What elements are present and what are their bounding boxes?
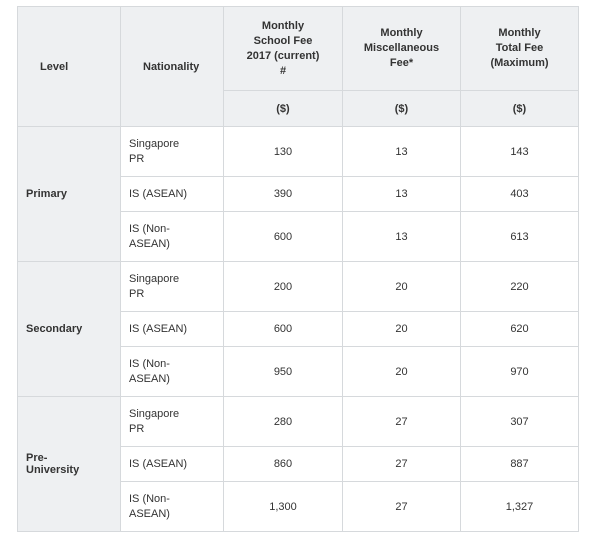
nationality-line: PR — [129, 422, 145, 435]
nationality-line: IS (Non- — [129, 492, 170, 505]
school-fee-cell: 280 — [223, 396, 343, 447]
total-fee-cell: 620 — [460, 311, 579, 347]
header-misc-fee-line: Miscellaneous — [363, 42, 440, 54]
school-fee-cell: 950 — [223, 346, 343, 397]
school-fee-cell: 200 — [223, 261, 343, 312]
table-row: IS (Non- ASEAN) 600 13 613 — [18, 211, 579, 262]
total-fee-cell: 887 — [460, 446, 579, 482]
header-total-fee-line: Total Fee — [495, 42, 544, 54]
fee-table: Level Nationality Monthly School Fee 201… — [17, 6, 579, 532]
nationality-line: PR — [129, 287, 145, 300]
header-total-fee: Monthly Total Fee (Maximum) — [460, 6, 579, 91]
header-school-fee-line: School Fee — [253, 34, 313, 47]
nationality-line: IS (Non- — [129, 357, 170, 370]
nationality-line: ASEAN) — [129, 372, 170, 385]
table-row: IS (ASEAN) 390 13 403 — [18, 176, 579, 212]
nationality-cell: IS (ASEAN) — [120, 446, 224, 482]
header-level: Level — [17, 6, 121, 127]
unit-misc-fee: ($) — [342, 90, 461, 127]
misc-fee-cell: 27 — [342, 481, 461, 532]
nationality-line: IS (Non- — [129, 222, 170, 235]
unit-row: ($) ($) ($) — [18, 90, 579, 127]
table-row: IS (Non- ASEAN) 1,300 27 1,327 — [18, 481, 579, 532]
nationality-line: IS (ASEAN) — [129, 322, 188, 335]
header-school-fee-line: Monthly — [261, 19, 305, 32]
school-fee-cell: 1,300 — [223, 481, 343, 532]
nationality-cell: IS (ASEAN) — [120, 176, 224, 212]
nationality-line: Singapore — [129, 272, 180, 285]
total-fee-cell: 613 — [460, 211, 579, 262]
nationality-cell: IS (Non- ASEAN) — [120, 346, 224, 397]
header-school-fee: Monthly School Fee 2017 (current) # — [223, 6, 343, 91]
table-row: IS (Non- ASEAN) 950 20 970 — [18, 346, 579, 397]
nationality-line: PR — [129, 152, 145, 165]
table-row: IS (ASEAN) 600 20 620 — [18, 311, 579, 347]
level-primary: Primary — [17, 126, 121, 262]
nationality-cell: Singapore PR — [120, 261, 224, 312]
misc-fee-cell: 20 — [342, 311, 461, 347]
misc-fee-cell: 20 — [342, 261, 461, 312]
header-nationality: Nationality — [120, 6, 224, 127]
nationality-line: ASEAN) — [129, 507, 170, 520]
nationality-cell: Singapore PR — [120, 396, 224, 447]
school-fee-cell: 130 — [223, 126, 343, 177]
nationality-cell: IS (Non- ASEAN) — [120, 211, 224, 262]
school-fee-cell: 860 — [223, 446, 343, 482]
nationality-line: IS (ASEAN) — [129, 457, 188, 470]
header-school-fee-line: 2017 (current) — [246, 49, 320, 62]
misc-fee-cell: 13 — [342, 211, 461, 262]
nationality-line: ASEAN) — [129, 237, 170, 250]
header-school-fee-line: # — [279, 64, 287, 77]
header-misc-fee: Monthly Miscellaneous Fee* — [342, 6, 461, 91]
level-line: University — [26, 464, 80, 476]
school-fee-cell: 390 — [223, 176, 343, 212]
total-fee-cell: 143 — [460, 126, 579, 177]
level-line: Pre- — [26, 452, 48, 464]
misc-fee-cell: 20 — [342, 346, 461, 397]
total-fee-cell: 1,327 — [460, 481, 579, 532]
nationality-cell: IS (ASEAN) — [120, 311, 224, 347]
misc-fee-cell: 13 — [342, 126, 461, 177]
total-fee-cell: 307 — [460, 396, 579, 447]
misc-fee-cell: 27 — [342, 446, 461, 482]
misc-fee-cell: 13 — [342, 176, 461, 212]
total-fee-cell: 220 — [460, 261, 579, 312]
nationality-cell: Singapore PR — [120, 126, 224, 177]
table-row: IS (ASEAN) 860 27 887 — [18, 446, 579, 482]
nationality-line: IS (ASEAN) — [129, 187, 188, 200]
header-row: Level Nationality Monthly School Fee 201… — [17, 6, 579, 127]
table-row: Primary Singapore PR 130 13 143 — [17, 126, 579, 262]
unit-school-fee: ($) — [223, 90, 343, 127]
level-secondary: Secondary — [17, 261, 121, 397]
table-row: Pre- University Singapore PR 280 27 307 — [17, 396, 579, 532]
level-pre-university: Pre- University — [17, 396, 121, 532]
nationality-line: Singapore — [129, 137, 180, 150]
school-fee-cell: 600 — [223, 211, 343, 262]
total-fee-cell: 403 — [460, 176, 579, 212]
header-misc-fee-line: Monthly — [380, 27, 423, 39]
unit-total-fee: ($) — [460, 90, 579, 127]
school-fee-cell: 600 — [223, 311, 343, 347]
misc-fee-cell: 27 — [342, 396, 461, 447]
nationality-line: Singapore — [129, 407, 180, 420]
nationality-cell: IS (Non- ASEAN) — [120, 481, 224, 532]
total-fee-cell: 970 — [460, 346, 579, 397]
header-total-fee-line: Monthly — [498, 27, 541, 39]
table-row: Secondary Singapore PR 200 20 220 — [17, 261, 579, 397]
header-misc-fee-line: Fee* — [389, 57, 414, 69]
header-total-fee-line: (Maximum) — [490, 57, 549, 69]
